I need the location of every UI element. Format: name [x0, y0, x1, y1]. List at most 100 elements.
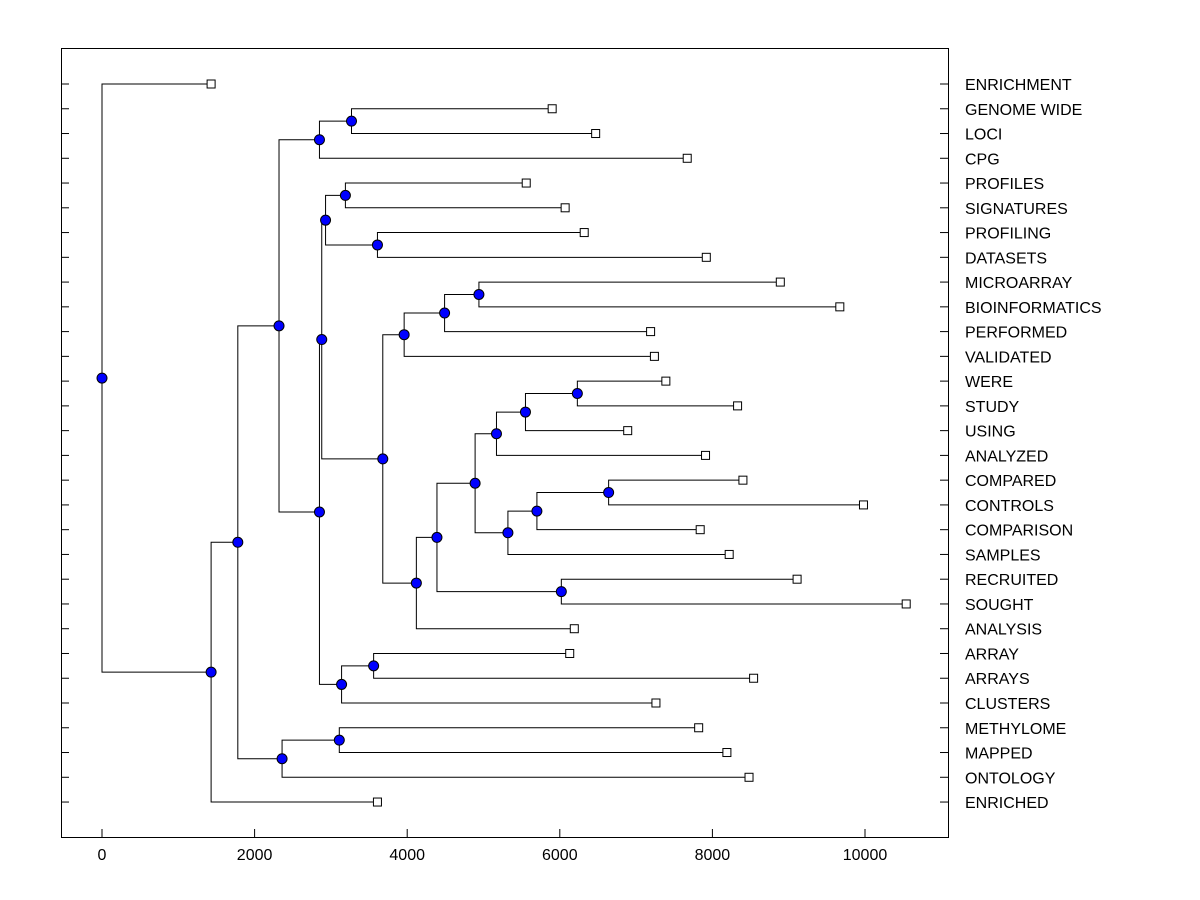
link-n16 [560, 578, 907, 605]
node-marker [531, 505, 543, 517]
leaf-marker [206, 79, 216, 89]
leaf-marker [722, 748, 732, 758]
x-tick-label: 6000 [542, 847, 578, 864]
node-marker [377, 453, 389, 465]
node-marker [469, 477, 481, 489]
link-n18 [415, 536, 575, 630]
link-n25 [338, 727, 727, 754]
leaf-label: CONTROLS [965, 498, 1054, 515]
node-marker [555, 586, 567, 598]
leaf-label: BIOINFORMATICS [965, 300, 1102, 317]
leaf-marker [738, 475, 748, 485]
leaf-label: COMPARISON [965, 523, 1073, 540]
leaf-label: VALIDATED [965, 349, 1052, 366]
node-marker [313, 134, 325, 146]
leaf-marker [661, 376, 671, 386]
leaf-label: ARRAYS [965, 671, 1030, 688]
node-marker [333, 734, 345, 746]
leaf-label: LOCI [965, 127, 1002, 144]
leaf-label: ONTOLOGY [965, 770, 1056, 787]
link-n27 [237, 325, 283, 760]
leaf-marker [901, 599, 911, 609]
node-marker [519, 406, 531, 418]
node-marker [439, 307, 451, 319]
leaf-marker [835, 302, 845, 312]
link-n2 [318, 120, 688, 159]
node-marker [371, 239, 383, 251]
leaf-label: COMPARED [965, 473, 1056, 490]
node-marker [205, 666, 217, 678]
link-n9 [576, 380, 738, 407]
leaf-marker [560, 203, 570, 213]
leaf-labels: ENRICHMENT GENOME WIDE LOCI CPG PROFILES SIGN… [965, 77, 1102, 812]
leaf-label: ANALYSIS [965, 622, 1042, 639]
leaf-label: SOUGHT [965, 597, 1034, 614]
leaf-label: RECRUITED [965, 572, 1058, 589]
node-marker [603, 487, 615, 499]
x-tick-label: 8000 [695, 847, 731, 864]
leaf-marker [775, 277, 785, 287]
link-n6 [478, 281, 840, 308]
leaf-label: METHYLOME [965, 721, 1066, 738]
link-n12 [608, 479, 864, 506]
link-n20 [321, 219, 383, 460]
link-n11 [495, 411, 706, 456]
leaf-label: SAMPLES [965, 547, 1041, 564]
leaf-marker [649, 351, 659, 361]
leaf-marker [565, 648, 575, 658]
link-n8 [403, 312, 655, 357]
link-n7 [444, 293, 651, 333]
leaf-marker [733, 401, 743, 411]
leaf-marker [569, 624, 579, 634]
leaf-label: CLUSTERS [965, 696, 1050, 713]
x-tick-label: 0 [98, 847, 107, 864]
link-n3 [344, 182, 566, 209]
node-marker [339, 189, 351, 201]
node-marker [571, 388, 583, 399]
node-marker [232, 536, 244, 548]
link-n4 [376, 232, 707, 258]
leaf-marker [682, 153, 692, 163]
leaf-tick-marks [61, 83, 948, 803]
leaf-label: USING [965, 424, 1016, 441]
leaf-label: PERFORMED [965, 325, 1067, 342]
node-marker [490, 428, 502, 440]
link-n28 [210, 541, 378, 803]
leaf-label: ANALYZED [965, 448, 1048, 465]
link-n24 [278, 139, 320, 513]
leaf-label: WERE [965, 374, 1013, 391]
link-n13 [536, 492, 701, 531]
node-marker [473, 288, 485, 300]
node-marker [313, 506, 325, 518]
x-tick-label: 4000 [389, 847, 425, 864]
plot-frame [61, 48, 949, 838]
leaf-marker [579, 228, 589, 238]
node-marker [276, 753, 288, 765]
link-n10 [524, 393, 628, 432]
link-n22 [341, 665, 656, 704]
node-markers [96, 115, 615, 765]
leaf-label: CPG [965, 151, 1000, 168]
leaf-marker [724, 549, 734, 559]
x-tick-label: 2000 [237, 847, 273, 864]
leaf-label: ENRICHMENT [965, 77, 1072, 94]
leaf-label: GENOME WIDE [965, 102, 1082, 119]
leaf-marker [646, 327, 656, 337]
leaf-marker [744, 772, 754, 782]
leaf-marker [858, 500, 868, 510]
leaf-markers [206, 79, 911, 807]
leaf-marker [591, 129, 601, 139]
leaf-marker [521, 178, 531, 188]
node-marker [346, 115, 358, 127]
leaf-marker [749, 673, 759, 683]
node-marker [336, 678, 348, 690]
leaf-marker [372, 797, 382, 807]
leaf-marker [701, 450, 711, 460]
node-marker [96, 372, 108, 384]
leaf-marker [701, 252, 711, 262]
leaf-label: MAPPED [965, 746, 1033, 763]
leaf-label: ENRICHED [965, 795, 1049, 812]
leaf-label: STUDY [965, 399, 1020, 416]
x-tick-label: 10000 [843, 847, 888, 864]
